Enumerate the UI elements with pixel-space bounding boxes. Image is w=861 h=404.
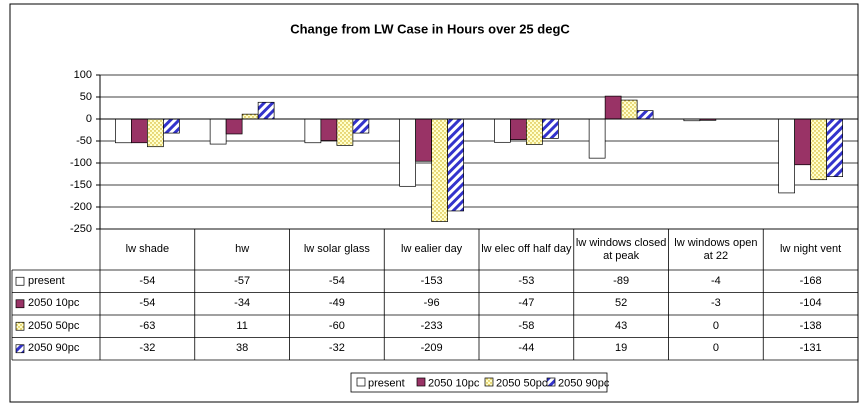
table-value: -168: [799, 274, 822, 287]
x-tick-label: lw solar glass: [303, 243, 370, 255]
bar: [636, 110, 654, 120]
bar: [542, 118, 559, 139]
bar: [526, 118, 543, 145]
legend-label: present: [368, 377, 405, 389]
legend-key: [356, 377, 366, 387]
x-tick-label: lw shade: [125, 243, 170, 255]
bar: [604, 95, 622, 120]
x-tick-label: lw windows open at 22: [674, 236, 758, 262]
row-label: 2050 90pc: [28, 342, 80, 355]
bar: [257, 101, 275, 120]
table-value: -32: [139, 342, 156, 355]
table-value: -58: [518, 319, 535, 332]
bar: [320, 118, 338, 141]
table-value: 19: [615, 342, 628, 355]
legend-label: 2050 50pc: [496, 377, 548, 389]
bar: [588, 118, 606, 159]
legend-key: [15, 344, 25, 354]
bar: [115, 118, 132, 144]
table-value: -34: [234, 297, 251, 310]
table-value: -44: [518, 342, 535, 355]
bar: [778, 118, 795, 194]
table-value: -104: [799, 297, 822, 310]
table-value: -32: [328, 342, 345, 355]
table-value: -4: [710, 274, 721, 287]
row-label: present: [28, 274, 65, 287]
bar: [225, 118, 243, 135]
bar: [209, 118, 227, 145]
table-value: -131: [799, 342, 822, 355]
table-value: 11: [236, 319, 248, 332]
table-value: 38: [236, 342, 249, 355]
table-value: -54: [328, 274, 345, 287]
y-tick-label: -250: [70, 223, 92, 235]
bar: [163, 118, 180, 134]
y-tick-label: -150: [70, 179, 92, 191]
bar: [447, 118, 464, 212]
table-value: -233: [420, 319, 443, 332]
table-value: -153: [420, 274, 443, 287]
bar: [147, 118, 164, 148]
table-value: 0: [712, 342, 719, 355]
bar: [431, 118, 448, 222]
x-tick-label: lw windows closed at peak: [575, 236, 667, 262]
row-label: 2050 10pc: [28, 297, 80, 310]
bar: [810, 118, 827, 181]
y-tick-label: -200: [70, 201, 92, 213]
x-tick-label: lw ealier day: [401, 243, 463, 255]
table-value: 0: [712, 319, 719, 332]
bar: [494, 118, 511, 143]
table-value: -209: [420, 342, 443, 355]
legend-key: [15, 276, 25, 286]
y-tick-label: -100: [70, 157, 92, 169]
row-label: 2050 50pc: [28, 319, 80, 332]
bar: [131, 118, 148, 144]
table-value: -138: [799, 319, 822, 332]
bar: [241, 113, 259, 120]
bar: [352, 118, 370, 134]
table-value: -57: [234, 274, 251, 287]
legend-key: [546, 377, 556, 387]
table-value: -63: [139, 319, 156, 332]
table-value: -3: [710, 297, 721, 310]
y-tick-label: -50: [76, 135, 92, 147]
legend-box: [350, 372, 608, 393]
x-tick-label: hw: [235, 243, 250, 255]
chart-title: Change from LW Case in Hours over 25 deg…: [290, 21, 570, 36]
table-value: -60: [328, 319, 345, 332]
x-tick-label: lw elec off half day: [481, 243, 572, 255]
bar: [620, 99, 638, 120]
table-value: 52: [615, 297, 628, 310]
table-value: -54: [139, 274, 156, 287]
legend-key: [416, 377, 426, 387]
y-tick-label: 0: [86, 113, 92, 125]
table-value: -96: [423, 297, 440, 310]
y-tick-label: 50: [80, 91, 92, 103]
bar: [415, 118, 432, 162]
legend-key: [15, 299, 25, 309]
table-value: -54: [139, 297, 156, 310]
bar: [510, 118, 527, 141]
table-value: -49: [328, 297, 345, 310]
bar: [399, 118, 416, 187]
table-value: 43: [615, 319, 628, 332]
bar: [304, 118, 322, 144]
table-value: -47: [518, 297, 535, 310]
bar: [826, 118, 843, 177]
table-value: -53: [518, 274, 535, 287]
legend-key: [484, 377, 494, 387]
bar: [336, 118, 354, 146]
legend-label: 2050 10pc: [428, 377, 480, 389]
table-value: -89: [613, 274, 630, 287]
legend-key: [15, 321, 25, 331]
bar: [794, 118, 811, 166]
legend-label: 2050 90pc: [558, 377, 610, 389]
y-tick-label: 100: [74, 69, 92, 81]
x-tick-label: lw night vent: [780, 243, 842, 255]
